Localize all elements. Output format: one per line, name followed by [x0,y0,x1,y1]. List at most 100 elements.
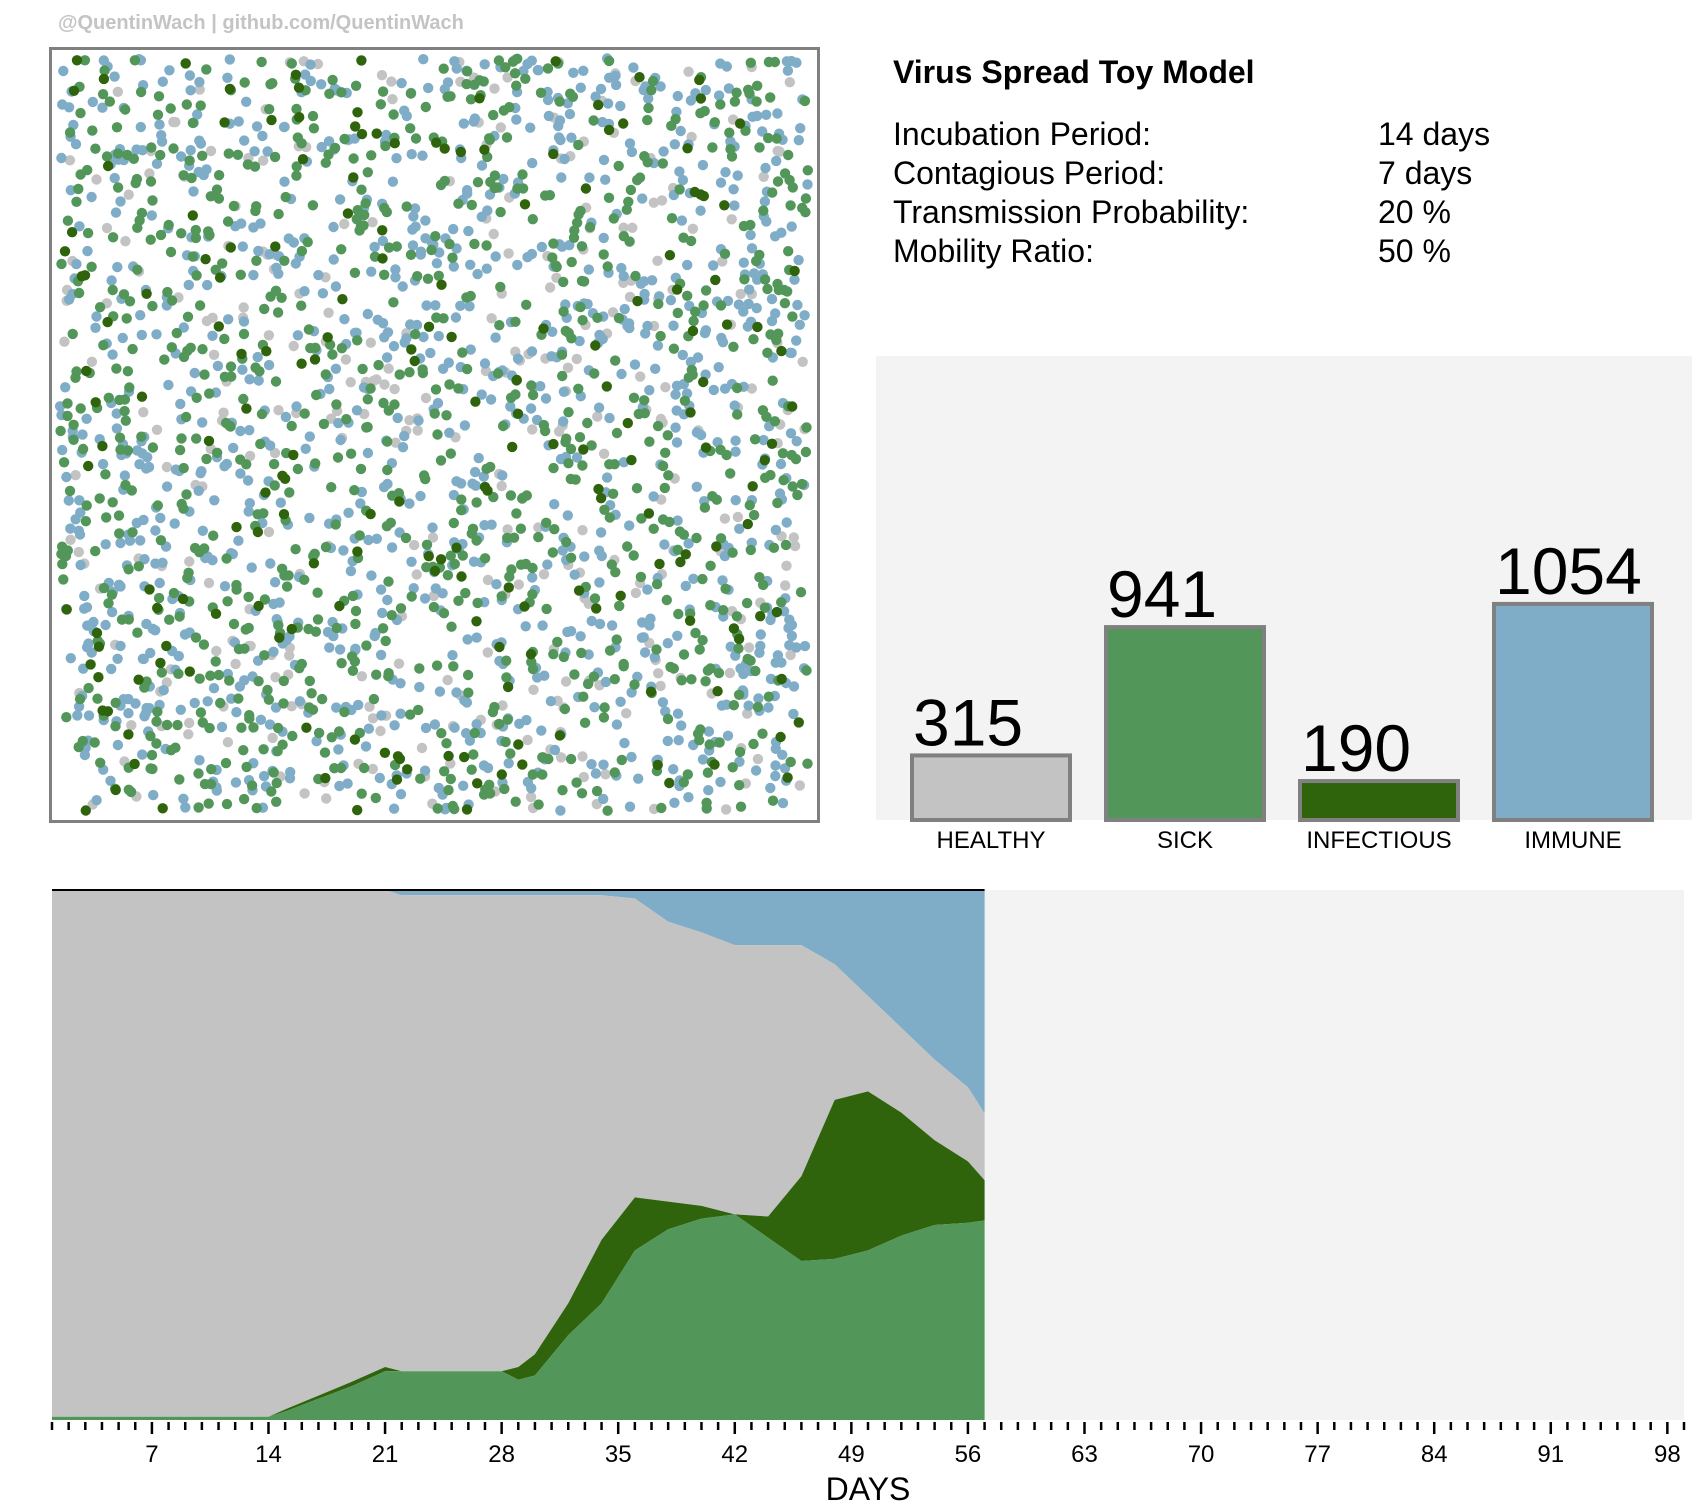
sim-point-immune [216,721,228,733]
sim-point-sick [685,608,696,619]
sim-point-healthy [544,282,556,293]
sim-point-immune [526,346,538,357]
sim-point-sick [690,306,701,317]
sim-point-immune [328,630,339,642]
sim-point-sick [604,459,615,470]
sim-point-immune [106,275,117,286]
sim-point-sick [74,693,86,705]
sim-point-immune [655,81,666,92]
sim-point-sick [94,493,105,504]
sim-point-immune [770,770,781,782]
sim-point-infectious [274,632,285,643]
sim-point-immune [676,215,688,226]
sim-point-sick [56,258,67,270]
sim-point-immune [399,430,410,442]
sim-point-sick [191,433,202,444]
sim-point-sick [58,457,70,468]
sick-area [52,1214,985,1420]
sim-point-immune [729,400,740,411]
sim-point-infectious [334,600,345,612]
sim-point-healthy [321,793,332,804]
sim-point-immune [362,308,373,320]
sim-point-sick [751,255,762,267]
sim-point-sick [448,517,459,529]
sim-point-healthy [244,450,256,462]
sim-point-immune [111,408,122,419]
sim-point-immune [148,789,159,801]
sim-point-immune [388,803,400,814]
sim-point-sick [121,313,132,324]
sim-point-healthy [788,532,799,543]
sim-point-healthy [442,674,453,686]
sim-point-immune [316,79,327,90]
bar-value-label: 190 [1301,711,1411,785]
simulation-panel [49,47,820,823]
sim-point-sick [469,238,480,250]
sim-point-immune [202,696,213,707]
sim-point-sick [181,489,192,500]
sim-point-immune [462,634,473,645]
sim-point-sick [178,170,189,181]
sim-point-sick [406,591,417,602]
sim-point-sick [537,752,548,763]
sim-point-sick [542,63,554,74]
sim-point-immune [175,151,187,162]
sim-point-infectious [71,55,83,66]
sim-point-immune [771,155,782,167]
sim-point-healthy [222,737,234,748]
sim-point-sick [123,564,134,575]
sim-point-sick [782,286,793,297]
sim-point-immune [673,735,684,746]
sim-point-sick [505,490,517,501]
bar-value-label: 941 [1107,557,1217,631]
sim-point-immune [769,231,781,242]
sim-point-sick [663,470,674,481]
sim-point-sick [81,500,92,511]
sim-point-sick [748,334,759,345]
sim-point-immune [722,730,734,741]
sim-point-healthy [184,556,195,567]
sim-point-immune [235,468,246,479]
sim-point-infectious [496,769,507,780]
sim-point-sick [526,380,537,391]
sim-point-immune [618,271,629,282]
sim-point-immune [330,363,342,374]
sim-point-sick [449,558,460,570]
sim-point-healthy [648,197,659,208]
sim-point-sick [279,570,290,581]
sim-point-sick [319,747,331,758]
sim-point-sick [82,227,94,239]
sim-point-sick [428,601,440,613]
sim-point-immune [74,495,85,506]
sim-point-immune [265,558,276,569]
sim-point-sick [73,287,85,299]
sim-point-immune [719,383,731,394]
sim-point-infectious [502,681,514,693]
sim-point-sick [222,596,233,607]
sim-point-immune [545,696,557,707]
sim-point-sick [236,722,247,733]
sim-point-sick [368,693,380,705]
sim-point-immune [717,337,729,348]
sim-point-infectious [685,407,696,418]
sim-point-sick [201,453,212,465]
sim-point-sick [731,611,743,622]
sim-point-immune [280,411,292,423]
sim-point-healthy [258,155,269,166]
sim-point-immune [407,240,419,251]
sim-point-sick [320,541,332,553]
sim-point-immune [86,191,97,203]
sim-point-sick [224,675,235,686]
sim-point-sick [644,436,655,447]
sim-point-healthy [340,354,352,365]
sim-point-infectious [236,348,247,360]
sim-point-immune [241,96,252,107]
sim-point-immune [175,704,186,715]
sim-point-sick [762,283,773,295]
sim-point-infectious [144,584,155,595]
sim-point-healthy [496,480,507,492]
sim-point-sick [757,579,769,591]
sim-point-sick [527,214,538,225]
sim-point-sick [147,195,158,206]
sim-point-infectious [482,485,493,496]
